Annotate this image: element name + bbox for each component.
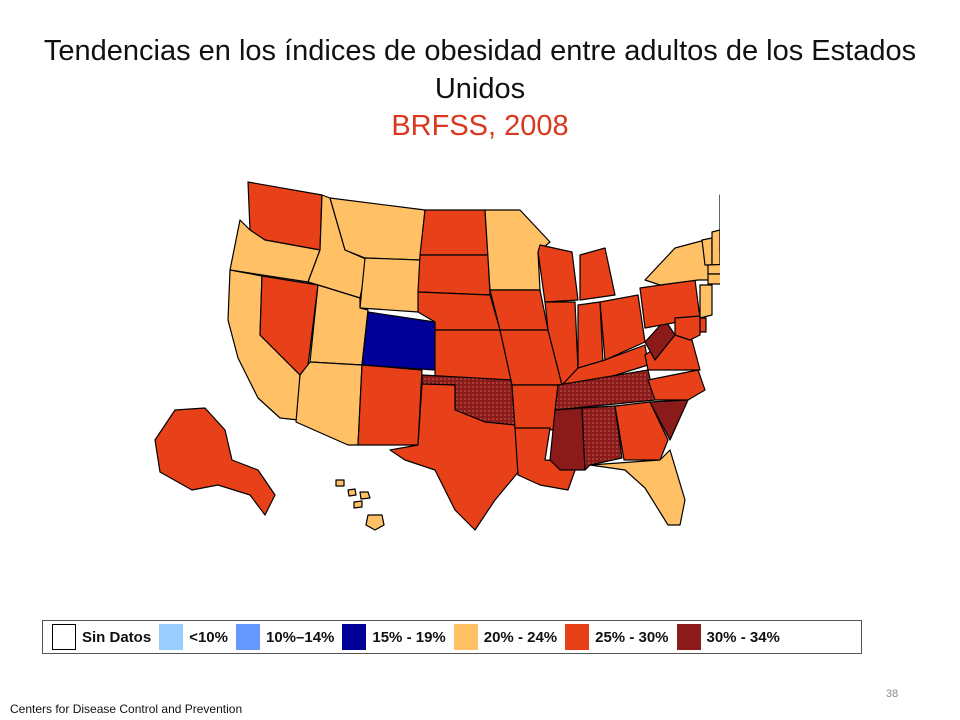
- us-obesity-map: [154, 181, 720, 531]
- state-wi: [537, 244, 579, 303]
- legend-label: 15% - 19%: [372, 628, 446, 646]
- state-nh: [711, 229, 720, 266]
- state-nj: [699, 284, 713, 319]
- state-ma: [707, 263, 720, 275]
- state-ms: [549, 407, 586, 471]
- legend-item-15-19: 15% - 19%: [342, 624, 446, 650]
- legend-item-no-data: Sin Datos: [52, 624, 151, 650]
- state-nm: [357, 364, 423, 446]
- legend-swatch: [565, 624, 590, 650]
- state-sc: [649, 399, 689, 441]
- legend-label: 30% - 34%: [706, 628, 780, 646]
- state-az: [295, 361, 363, 446]
- legend-swatch: [342, 624, 367, 650]
- slide-title: Tendencias en los índices de obesidad en…: [43, 35, 917, 105]
- state-ak: [154, 407, 276, 516]
- state-ks: [434, 329, 513, 381]
- state-co: [361, 311, 436, 371]
- legend: Sin Datos <10% 10%–14% 15% - 19% 20% - 2…: [42, 620, 862, 654]
- slide-subtitle: BRFSS, 2008: [391, 110, 569, 142]
- legend-swatch: [235, 624, 260, 650]
- state-ga: [614, 401, 669, 461]
- legend-item-20-24: 20% - 24%: [453, 624, 558, 650]
- legend-label: <10%: [189, 628, 228, 646]
- legend-label: 25% - 30%: [595, 628, 669, 646]
- legend-swatch: [159, 624, 184, 650]
- state-in: [577, 301, 604, 369]
- legend-item-30-34: 30% - 34%: [676, 624, 780, 650]
- legend-swatch: [676, 624, 701, 650]
- state-fl: [589, 449, 686, 526]
- state-ny: [644, 239, 713, 286]
- state-hi: [365, 514, 385, 531]
- state-mi: [579, 247, 616, 301]
- state-nd: [419, 209, 489, 256]
- state-ar: [511, 384, 559, 431]
- states-layer: [154, 181, 720, 531]
- legend-swatch: [453, 624, 478, 650]
- state-al: [581, 405, 623, 471]
- state-hi-island-1: [347, 488, 357, 497]
- state-wy: [359, 257, 421, 313]
- legend-swatch: [52, 624, 76, 650]
- state-de: [699, 317, 707, 333]
- footer-credit: Centers for Disease Control and Preventi…: [10, 702, 243, 716]
- state-nc: [647, 369, 706, 401]
- legend-label: Sin Datos: [82, 628, 152, 646]
- state-ct: [707, 273, 720, 285]
- state-hi-island-3: [353, 500, 363, 509]
- state-hi-island-4: [359, 491, 371, 500]
- state-la: [514, 427, 579, 491]
- state-sd: [417, 254, 491, 296]
- state-md: [674, 315, 701, 341]
- state-tx: [389, 383, 521, 531]
- legend-label: 20% - 24%: [483, 628, 558, 646]
- state-hi-island-2: [335, 479, 345, 487]
- title-block: Tendencias en los índices de obesidad en…: [0, 32, 960, 144]
- legend-item-10-14: 10%–14%: [235, 624, 335, 650]
- legend-label: 10%–14%: [265, 628, 335, 646]
- legend-item-25-30: 25% - 30%: [565, 624, 669, 650]
- legend-item-lt10: <10%: [159, 624, 228, 650]
- state-ia: [489, 289, 549, 331]
- page-number: 38: [886, 688, 899, 700]
